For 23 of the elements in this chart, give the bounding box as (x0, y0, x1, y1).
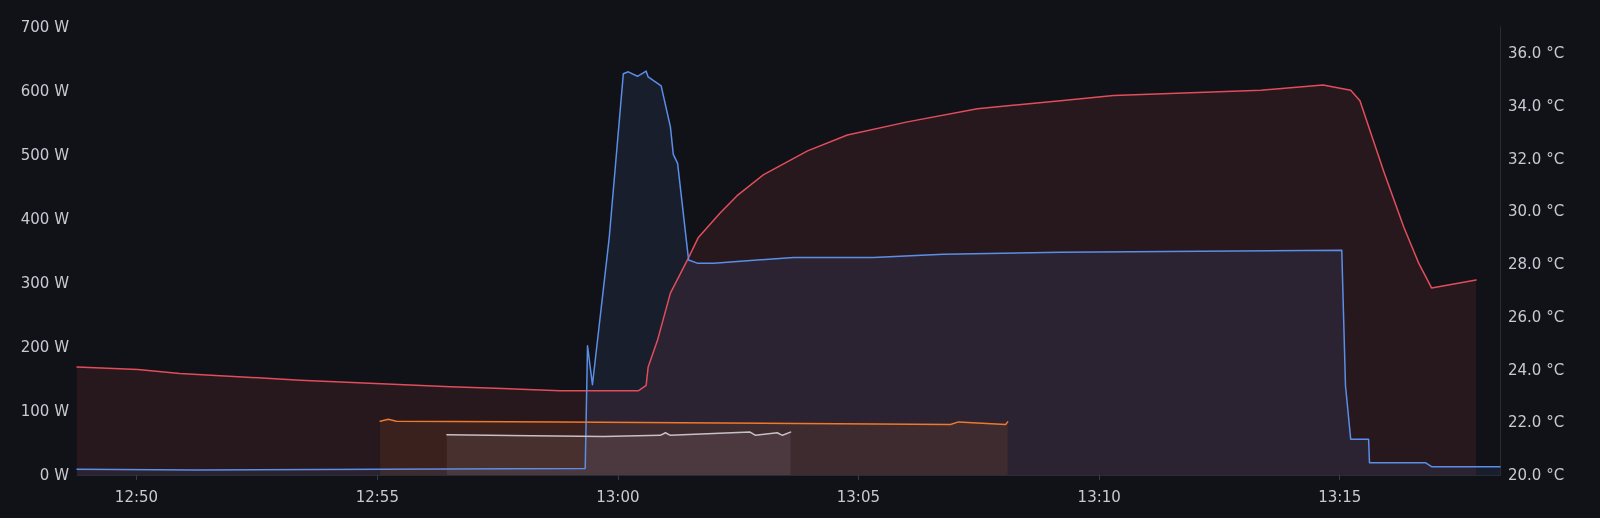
y-tick-label: 600 W (20, 82, 70, 100)
y2-tick-label: 22.0 °C (1508, 413, 1565, 432)
x-tick-label: 13:15 (1318, 487, 1362, 506)
x-tick-label: 12:50 (114, 487, 159, 506)
y2-tick-label: 28.0 °C (1508, 255, 1565, 274)
y2-tick-label: 30.0 °C (1508, 202, 1565, 221)
y2-tick-label: 32.0 °C (1508, 149, 1565, 168)
y-tick-label: 100 W (20, 402, 70, 420)
x-tick-label: 13:05 (836, 487, 880, 506)
x-tick-label: 13:10 (1077, 487, 1121, 506)
y-tick-label: 400 W (20, 210, 70, 228)
y-tick-label: 700 W (20, 18, 70, 36)
y2-tick-label: 34.0 °C (1508, 97, 1565, 116)
y-tick-label: 200 W (20, 338, 70, 356)
y-tick-label: 0 W (39, 466, 70, 484)
x-tick-label: 12:55 (355, 487, 399, 506)
y2-tick-label: 20.0 °C (1508, 466, 1565, 484)
y2-tick-label: 36.0 °C (1508, 44, 1565, 63)
y2-tick-label: 26.0 °C (1508, 307, 1565, 326)
x-tick-label: 13:00 (596, 487, 640, 506)
y-tick-label: 500 W (20, 146, 70, 164)
y-tick-label: 300 W (20, 274, 70, 292)
y2-tick-label: 24.0 °C (1508, 360, 1565, 379)
